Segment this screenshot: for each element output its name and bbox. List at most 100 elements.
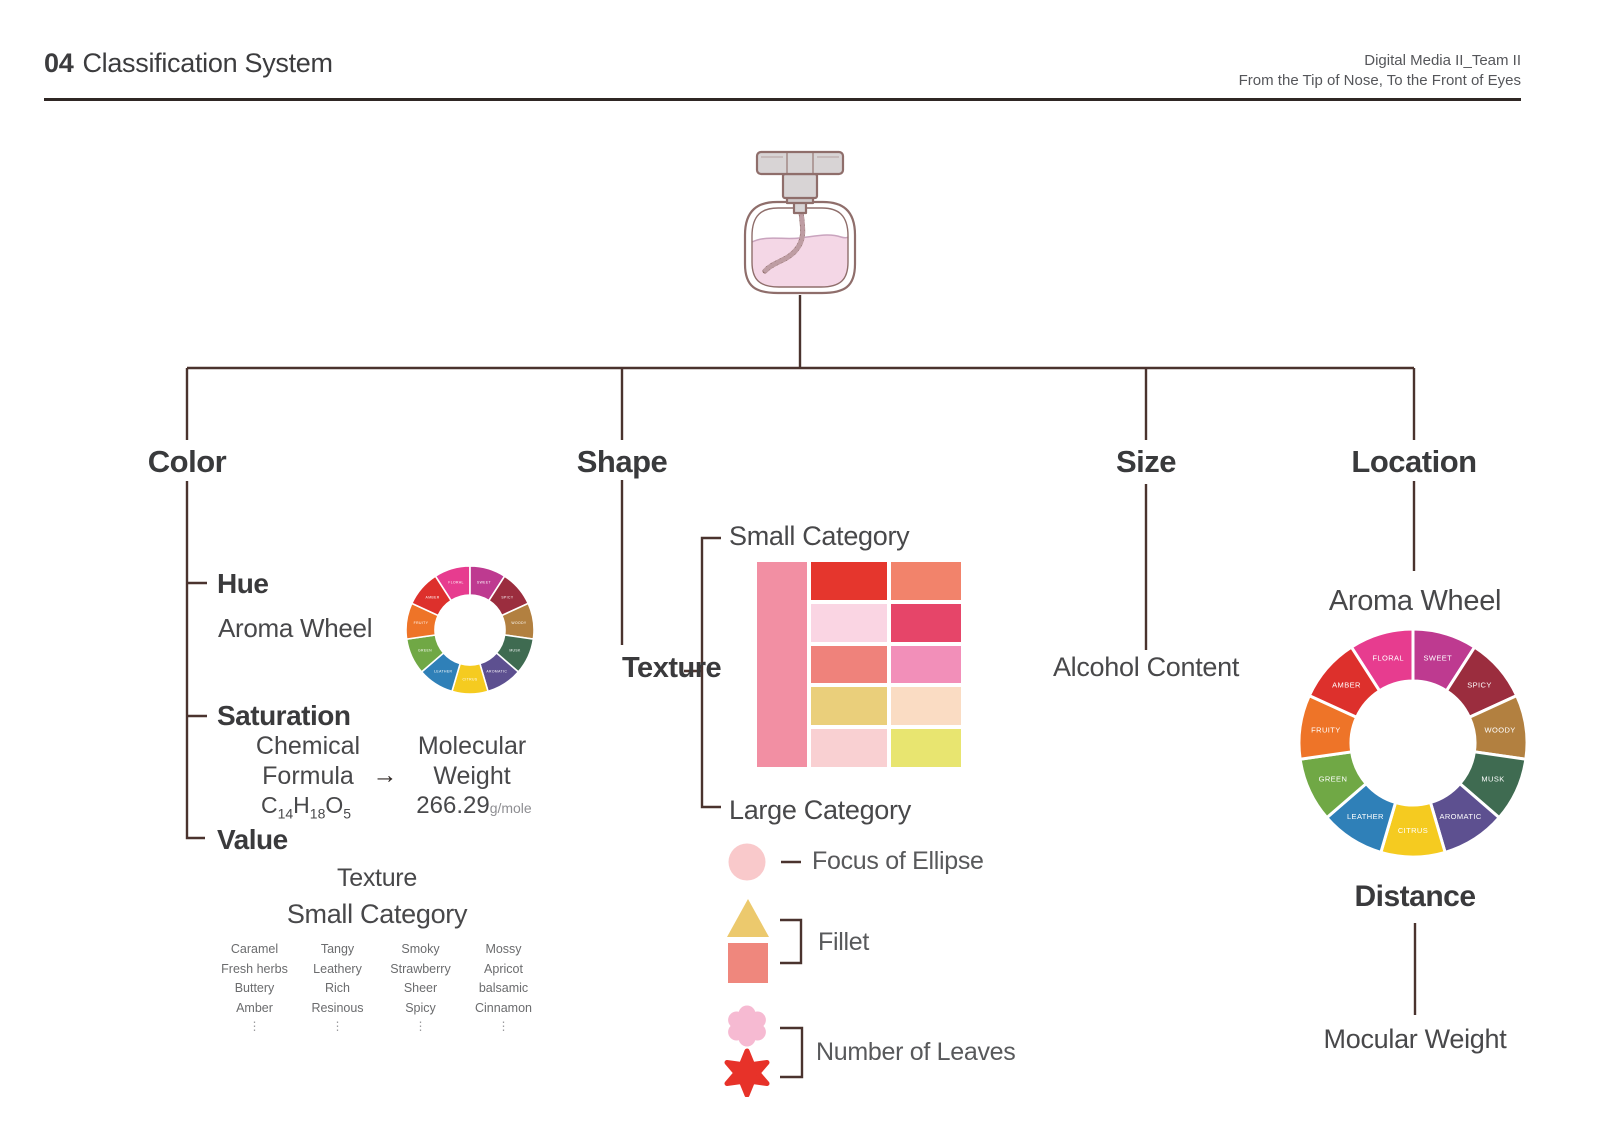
wheel-segment-label: AROMATIC <box>486 670 507 674</box>
distance-label: Distance <box>1354 880 1476 913</box>
aroma-wheel-large-chart: FLORAL SWEET SPICY WOODY MUSK AROMATIC CITRUS L… <box>1297 627 1529 859</box>
molecular-weight-value: 266.29g/mole <box>416 792 532 819</box>
texture-term: Tangy <box>320 942 355 956</box>
grid-cell-c1-r2 <box>811 603 887 642</box>
more-ellipsis-icon: ⋮ <box>414 1019 427 1033</box>
header-rule <box>44 98 1521 101</box>
branch-label-size: Size <box>1115 444 1177 479</box>
texture-term: Buttery <box>234 981 275 995</box>
branch-label-location: Location <box>1351 444 1477 479</box>
number-of-leaves-label: Number of Leaves <box>816 1038 1016 1066</box>
grid-cell-c1-r1 <box>811 562 887 600</box>
grid-left-bar <box>757 562 807 767</box>
wheel-segment-label: GREEN <box>418 648 432 652</box>
fillet-triangle-icon <box>727 899 769 937</box>
wheel-segment-label: CITRUS <box>1398 826 1428 835</box>
texture-term: Sheer <box>403 981 438 995</box>
wheel-segment-label: SPICY <box>1467 680 1492 689</box>
bottle-liquid-surface <box>751 234 849 243</box>
fillet-icon <box>727 899 769 983</box>
texture-term: Rich <box>324 981 350 995</box>
texture-term: balsamic <box>478 981 529 995</box>
wheel-segment-label: AMBER <box>426 595 440 599</box>
value-label: Value <box>217 824 288 855</box>
wheel-segment-label: FRUITY <box>414 621 429 625</box>
leaves-bracket <box>780 1026 804 1079</box>
texture-term: Fresh herbs <box>221 961 288 976</box>
fillet-label: Fillet <box>818 928 869 956</box>
page-title-text: Classification System <box>82 48 333 78</box>
bottle-inner-outline <box>751 207 849 288</box>
aroma-wheel-small-label: Aroma Wheel <box>218 613 373 643</box>
aroma-wheel-small-chart: FLORAL SWEET SPICY WOODY MUSK AROMATIC CITRUS L… <box>405 565 535 695</box>
wheel-segment-label: LEATHER <box>434 670 452 674</box>
grid-cell-c1-r4 <box>811 687 887 726</box>
shape-large-category-label: Large Category <box>729 795 911 825</box>
grid-cell-c2-r1 <box>891 562 961 600</box>
more-ellipsis-icon: ⋮ <box>497 1019 510 1033</box>
fillet-square-icon <box>728 943 768 983</box>
texture-term: Strawberry <box>390 961 451 976</box>
bottle-liquid <box>752 235 848 287</box>
texture-term-column-3: Smoky Strawberry Sheer Spicy ⋮ <box>379 940 462 1032</box>
bottle-tube-texture <box>762 209 806 274</box>
page-title: 04 Classification System <box>44 48 333 79</box>
hue-label: Hue <box>217 568 269 599</box>
wheel-segment-label: SWEET <box>1423 654 1452 663</box>
credit-line-1: Digital Media II_Team II <box>1364 52 1521 69</box>
mocular-weight-label: Mocular Weight <box>1323 1024 1507 1054</box>
grid-cell-c2-r4 <box>891 687 961 726</box>
texture-term: Mossy <box>485 942 522 956</box>
project-credit: Digital Media II_Team II From the Tip of… <box>1239 51 1521 92</box>
bottle-cap-facets <box>786 152 814 174</box>
shape-small-category-label: Small Category <box>729 521 910 551</box>
grid-cell-c1-r5 <box>811 729 887 767</box>
bottle-cap-bar <box>755 150 845 176</box>
wheel-segment-label: SWEET <box>477 580 491 584</box>
texture-term: Amber <box>236 1000 273 1015</box>
transform-arrow-icon: → <box>372 761 398 789</box>
more-ellipsis-icon: ⋮ <box>331 1019 344 1033</box>
grid-cell-c2-r2 <box>891 603 961 642</box>
chemical-formula-label: Chemical Formula <box>255 732 361 790</box>
focus-of-ellipse-label: Focus of Ellipse <box>812 847 984 875</box>
wheel-segment-label: FLORAL <box>1372 654 1404 663</box>
texture-term-lists: Caramel Fresh herbs Buttery Amber ⋮ Tangy Leat… <box>213 940 545 1032</box>
texture-term: Cinnamon <box>475 1000 532 1015</box>
wheel-segment-label: GREEN <box>1319 775 1348 784</box>
focus-of-ellipse-icon <box>728 843 766 881</box>
wheel-segment-label: WOODY <box>511 621 527 625</box>
credit-line-2: From the Tip of Nose, To the Front of Ey… <box>1238 72 1521 90</box>
chemical-formula-value: C14H18O5 <box>260 792 352 822</box>
texture-term: Apricot <box>484 961 523 976</box>
bottle-neck <box>781 172 819 200</box>
number-of-leaves-icon <box>724 1005 770 1097</box>
grid-cell-c2-r3 <box>891 645 961 684</box>
texture-category-grid <box>757 562 963 767</box>
wheel-segment-label: LEATHER <box>1347 812 1384 821</box>
molecular-weight-label: Molecular Weight <box>417 732 527 790</box>
shape-bracket <box>700 536 721 809</box>
shape-texture-label: Texture <box>622 652 722 684</box>
perfume-bottle-illustration <box>743 150 857 295</box>
branch-label-shape: Shape <box>576 444 668 479</box>
fillet-bracket <box>780 918 803 965</box>
wheel-segment-label: FLORAL <box>448 580 464 584</box>
texture-term: Leathery <box>313 961 362 976</box>
wheel-segment-label: AMBER <box>1332 680 1361 689</box>
value-small-category-label: Small Category <box>286 899 468 929</box>
wheel-segment-label: AROMATIC <box>1439 812 1481 821</box>
flower-icon <box>728 1005 766 1047</box>
texture-term-column-1: Caramel Fresh herbs Buttery Amber ⋮ <box>213 940 296 1032</box>
wheel-segment-amber <box>410 575 453 617</box>
star-icon <box>724 1048 770 1097</box>
wheel-segment-label: SPICY <box>501 595 514 599</box>
aroma-wheel-large-title: Aroma Wheel <box>1328 585 1502 617</box>
texture-term-column-2: Tangy Leathery Rich Resinous ⋮ <box>296 940 379 1032</box>
grid-cell-c1-r3 <box>811 645 887 684</box>
texture-term: Spicy <box>405 1000 436 1015</box>
texture-term: Resinous <box>311 1000 364 1015</box>
color-branch-line <box>185 481 205 840</box>
page-number: 04 <box>44 48 74 78</box>
